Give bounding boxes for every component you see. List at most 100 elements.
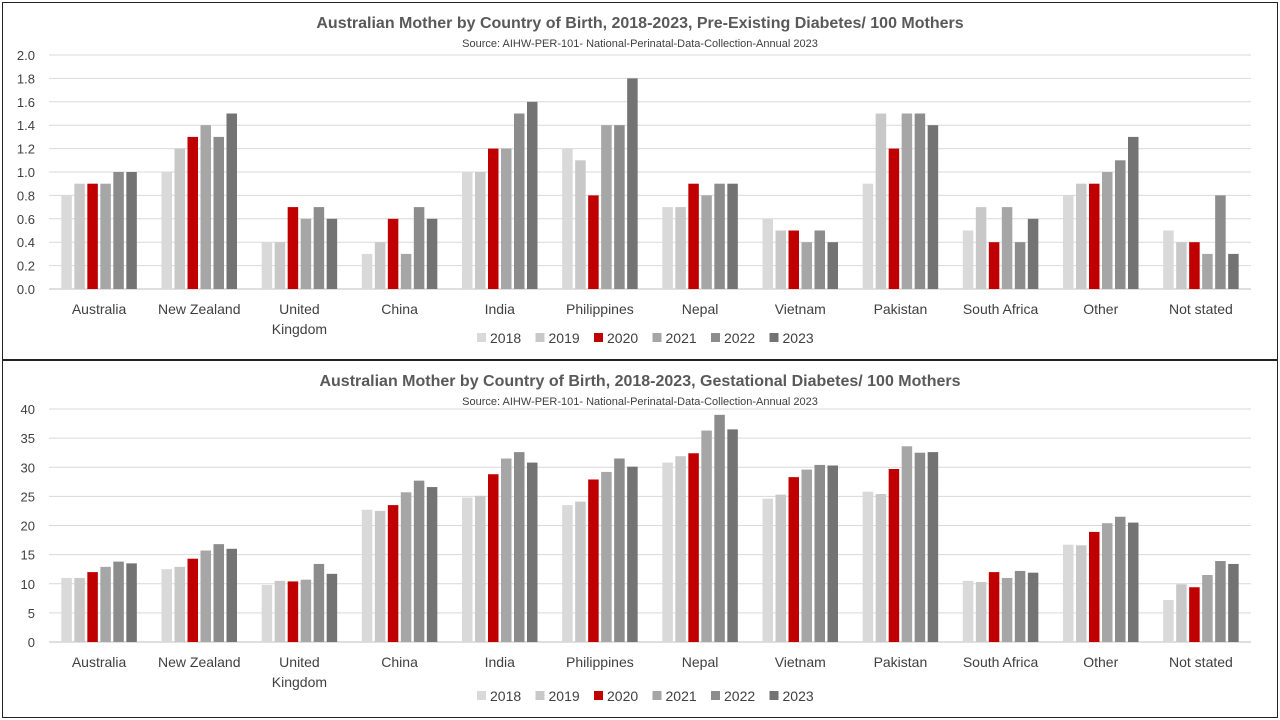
bar-2018-new-zealand <box>161 172 172 289</box>
y-tick-label: 1.0 <box>17 165 35 180</box>
bar-2021-australia <box>100 183 111 289</box>
bar-2018-south-africa <box>962 580 974 642</box>
legend-label: 2021 <box>666 688 697 704</box>
bar-2022-pakistan <box>914 452 926 642</box>
legend-label: 2021 <box>666 330 697 346</box>
bar-2019-india <box>475 495 486 642</box>
y-tick-label: 0 <box>28 635 35 650</box>
bar-2021-south-africa <box>1001 207 1013 289</box>
y-tick-label: 10 <box>21 577 35 592</box>
legend-swatch <box>769 333 779 342</box>
bar-2018-other <box>1063 544 1074 642</box>
x-tick-label: China <box>381 301 418 317</box>
pre-existing-diabetes-chart: Australian Mother by Country of Birth, 2… <box>2 2 1278 360</box>
legend-swatch <box>711 691 720 700</box>
bar-2022-nepal <box>714 183 725 289</box>
bar-2020-china <box>387 505 399 642</box>
y-tick-label: 35 <box>21 431 35 446</box>
bar-2020-pakistan <box>888 468 900 642</box>
bar-2022-australia <box>113 561 124 642</box>
bar-2021-india <box>501 148 512 289</box>
bar-2018-nepal <box>662 462 673 642</box>
x-tick-label: New Zealand <box>158 654 241 670</box>
bar-2018-new-zealand <box>161 569 172 642</box>
x-tick-label: Kingdom <box>272 321 327 337</box>
bar-2020-united-kingdom <box>287 207 299 289</box>
bar-2019-south-africa <box>975 582 987 642</box>
bar-2021-pakistan <box>901 446 913 642</box>
y-tick-label: 0.8 <box>17 188 35 203</box>
bar-2022-new-zealand <box>213 544 224 642</box>
y-tick-label: 1.2 <box>17 142 35 157</box>
y-tick-label: 20 <box>21 519 35 534</box>
legend-label: 2018 <box>490 330 521 346</box>
bar-2018-united-kingdom <box>261 242 273 289</box>
bar-2021-new-zealand <box>200 125 211 289</box>
bar-2019-united-kingdom <box>274 242 286 289</box>
x-tick-label: New Zealand <box>158 301 241 317</box>
x-tick-label: Not stated <box>1169 301 1233 317</box>
x-tick-label: Philippines <box>566 654 634 670</box>
bar-2021-philippines <box>601 471 612 642</box>
bar-2019-nepal <box>675 456 686 642</box>
bar-2020-united-kingdom <box>287 581 299 642</box>
bar-2018-vietnam <box>762 498 773 642</box>
bar-2023-nepal <box>727 183 738 289</box>
legend-swatch <box>535 333 545 342</box>
y-tick-label: 40 <box>21 402 35 417</box>
bar-2019-philippines <box>575 501 586 642</box>
bar-2018-not-stated <box>1163 230 1174 289</box>
bar-2022-australia <box>113 172 124 289</box>
bar-2019-vietnam <box>775 494 786 642</box>
bar-2021-new-zealand <box>200 550 211 642</box>
bar-2022-united-kingdom <box>313 207 325 289</box>
bar-2018-china <box>361 253 373 289</box>
bar-2019-vietnam <box>775 230 786 289</box>
bar-2018-australia <box>61 577 72 642</box>
y-tick-label: 1.8 <box>17 71 35 86</box>
x-tick-label: Australia <box>72 654 127 670</box>
bar-2022-philippines <box>614 458 625 642</box>
x-tick-label: Kingdom <box>272 674 327 690</box>
bar-2022-philippines <box>614 125 625 289</box>
bar-2023-australia <box>126 563 137 642</box>
bar-2021-nepal <box>701 430 712 642</box>
bar-2018-india <box>462 497 473 642</box>
bar-2023-australia <box>126 172 137 289</box>
bar-2020-pakistan <box>888 148 900 289</box>
bar-2021-united-kingdom <box>300 218 312 289</box>
bar-2022-south-africa <box>1014 242 1026 289</box>
bar-2021-philippines <box>601 125 612 289</box>
x-tick-label: Pakistan <box>874 301 928 317</box>
chart-subtitle: Source: AIHW-PER-101- National-Perinatal… <box>462 396 818 408</box>
y-tick-label: 30 <box>21 460 35 475</box>
bar-2023-new-zealand <box>226 113 237 289</box>
y-tick-label: 1.4 <box>17 118 35 133</box>
bar-2022-other <box>1115 160 1126 289</box>
bar-2020-south-africa <box>988 242 1000 289</box>
bar-2020-india <box>488 474 499 642</box>
bar-2021-other <box>1102 172 1113 289</box>
bar-2021-united-kingdom <box>300 579 312 642</box>
bar-2019-nepal <box>675 207 686 289</box>
bar-2020-not-stated <box>1189 242 1200 289</box>
legend-swatch <box>594 333 603 342</box>
bar-2022-india <box>514 113 525 289</box>
bar-2023-new-zealand <box>226 548 237 642</box>
legend-label: 2022 <box>724 688 755 704</box>
x-tick-label: Pakistan <box>874 654 928 670</box>
legend-label: 2018 <box>490 688 521 704</box>
bar-2018-nepal <box>662 207 673 289</box>
bar-2023-pakistan <box>927 125 939 289</box>
bar-2020-vietnam <box>788 477 799 642</box>
bar-2022-south-africa <box>1014 570 1026 642</box>
bar-2022-vietnam <box>814 230 825 289</box>
bar-2023-not-stated <box>1228 563 1239 642</box>
legend-label: 2023 <box>783 330 814 346</box>
bar-2023-not-stated <box>1228 253 1239 289</box>
bar-2020-australia <box>87 183 98 289</box>
y-tick-label: 0.6 <box>17 212 35 227</box>
bar-2022-not-stated <box>1215 195 1226 289</box>
bar-2023-philippines <box>627 78 638 290</box>
x-tick-label: United <box>279 654 319 670</box>
